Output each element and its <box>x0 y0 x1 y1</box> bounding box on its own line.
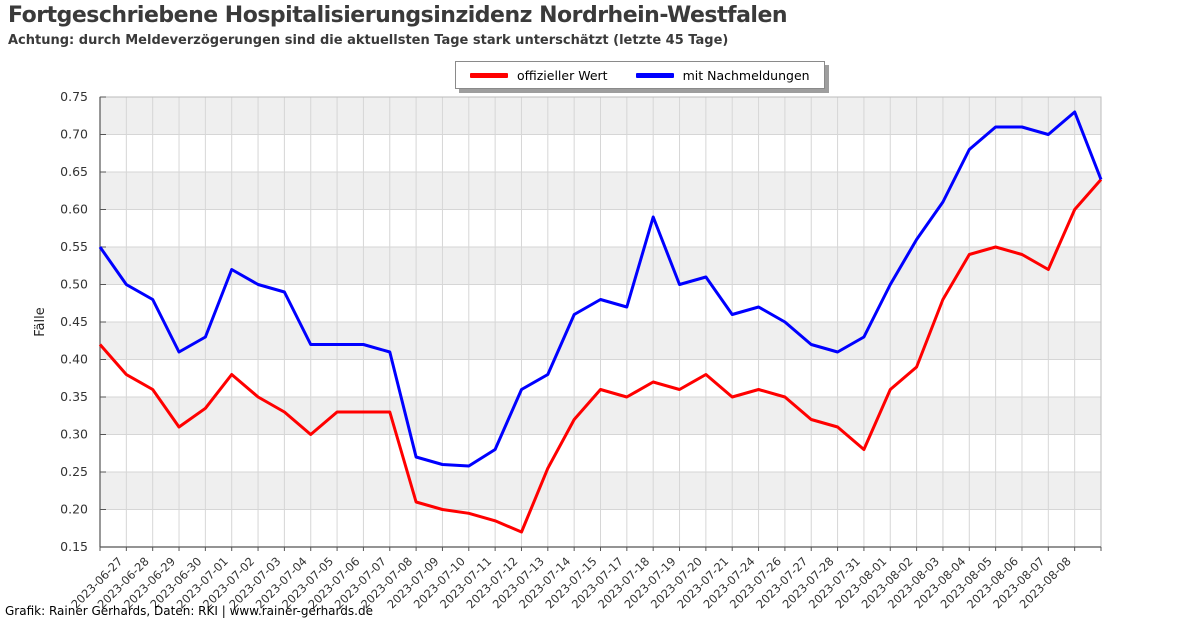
chart-legend: offizieller Wert mit Nachmeldungen <box>455 61 825 89</box>
x-axis-tick-labels: 2023-06-272023-06-282023-06-292023-06-30… <box>68 554 1073 611</box>
page-subtitle: Achtung: durch Meldeverzögerungen sind d… <box>8 33 729 48</box>
legend-label: mit Nachmeldungen <box>682 67 810 83</box>
svg-text:0.60: 0.60 <box>60 202 88 217</box>
svg-text:0.15: 0.15 <box>60 539 88 554</box>
y-axis-tick-labels: 0.15 0.20 0.25 0.30 0.35 0.40 0.45 0.50 0.55 0.60… <box>60 89 88 554</box>
svg-text:0.40: 0.40 <box>60 352 88 367</box>
svg-text:0.45: 0.45 <box>60 314 88 329</box>
svg-text:0.70: 0.70 <box>60 127 88 142</box>
svg-text:0.65: 0.65 <box>60 164 88 179</box>
tick-marks <box>99 96 1102 551</box>
svg-text:0.55: 0.55 <box>60 239 88 254</box>
red-line-swatch <box>470 72 508 78</box>
legend-label: offizieller Wert <box>517 67 608 83</box>
svg-text:0.20: 0.20 <box>60 502 88 517</box>
blue-line-swatch <box>635 72 674 78</box>
series-line-mit-nachmeldungen <box>98 110 1103 468</box>
page-title: Fortgeschriebene Hospitalisierungsinzide… <box>8 3 788 28</box>
svg-text:0.30: 0.30 <box>60 427 88 442</box>
svg-text:0.75: 0.75 <box>60 89 88 104</box>
svg-text:0.35: 0.35 <box>60 389 88 404</box>
series-line-offizieller-wert <box>98 178 1103 534</box>
legend-item-mit-nachmeldungen: mit Nachmeldungen <box>635 67 810 83</box>
svg-text:0.25: 0.25 <box>60 464 88 479</box>
y-axis-label: Fälle <box>33 307 48 336</box>
svg-text:0.50: 0.50 <box>60 277 88 292</box>
credit-footer: Grafik: Rainer Gerhards, Daten: RKI | ww… <box>5 604 373 618</box>
legend-item-offizieller-wert: offizieller Wert <box>470 68 608 83</box>
